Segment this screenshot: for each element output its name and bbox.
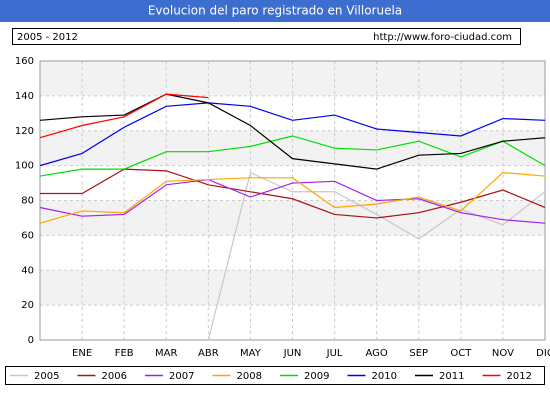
legend-label: 2005 <box>34 371 59 382</box>
x-tick-label: ABR <box>198 348 219 359</box>
legend <box>5 366 545 385</box>
title-bar <box>0 0 550 22</box>
chart-title: Evolucion del paro registrado en Villoru… <box>148 4 402 18</box>
legend-label: 2006 <box>102 371 127 382</box>
x-tick-label: ENE <box>72 348 92 359</box>
x-tick-label: SEP <box>409 348 428 359</box>
y-tick-label: 60 <box>21 230 34 241</box>
plot-frame <box>39 60 546 341</box>
y-tick-label: 80 <box>21 196 34 207</box>
x-tick-label: OCT <box>450 348 472 359</box>
x-tick-label: NOV <box>492 348 514 359</box>
series-line <box>207 171 546 341</box>
legend-label: 2012 <box>507 371 532 382</box>
x-tick-label: JUL <box>326 348 343 359</box>
source: http://www.foro-ciudad.com <box>373 32 512 43</box>
legend-label: 2007 <box>169 371 194 382</box>
series-line <box>39 135 546 177</box>
x-tick-label: MAR <box>155 348 177 359</box>
y-tick-label: 120 <box>15 126 34 137</box>
legend-label: 2008 <box>237 371 262 382</box>
series-line <box>39 171 546 224</box>
y-tick-label: 40 <box>21 265 34 276</box>
series-line <box>39 93 209 139</box>
grid-band <box>40 270 545 306</box>
y-tick-label: 100 <box>15 161 34 172</box>
x-tick-label: AGO <box>366 348 388 359</box>
series-line <box>39 93 546 170</box>
y-tick-label: 20 <box>21 300 34 311</box>
grid-band <box>40 61 545 96</box>
legend-label: 2011 <box>439 371 464 382</box>
x-tick-label: DIC <box>536 348 550 359</box>
x-tick-label: FEB <box>115 348 134 359</box>
legend-label: 2009 <box>304 371 329 382</box>
info-box <box>12 28 521 45</box>
series-line <box>39 178 546 224</box>
x-tick-label: JUN <box>283 348 302 359</box>
series-line <box>39 102 546 167</box>
y-tick-label: 160 <box>15 56 34 67</box>
y-tick-label: 0 <box>28 335 34 346</box>
y-tick-label: 140 <box>15 91 34 102</box>
legend-label: 2010 <box>372 371 397 382</box>
subtitle: 2005 - 2012 <box>17 32 78 43</box>
x-tick-label: MAY <box>240 348 262 359</box>
